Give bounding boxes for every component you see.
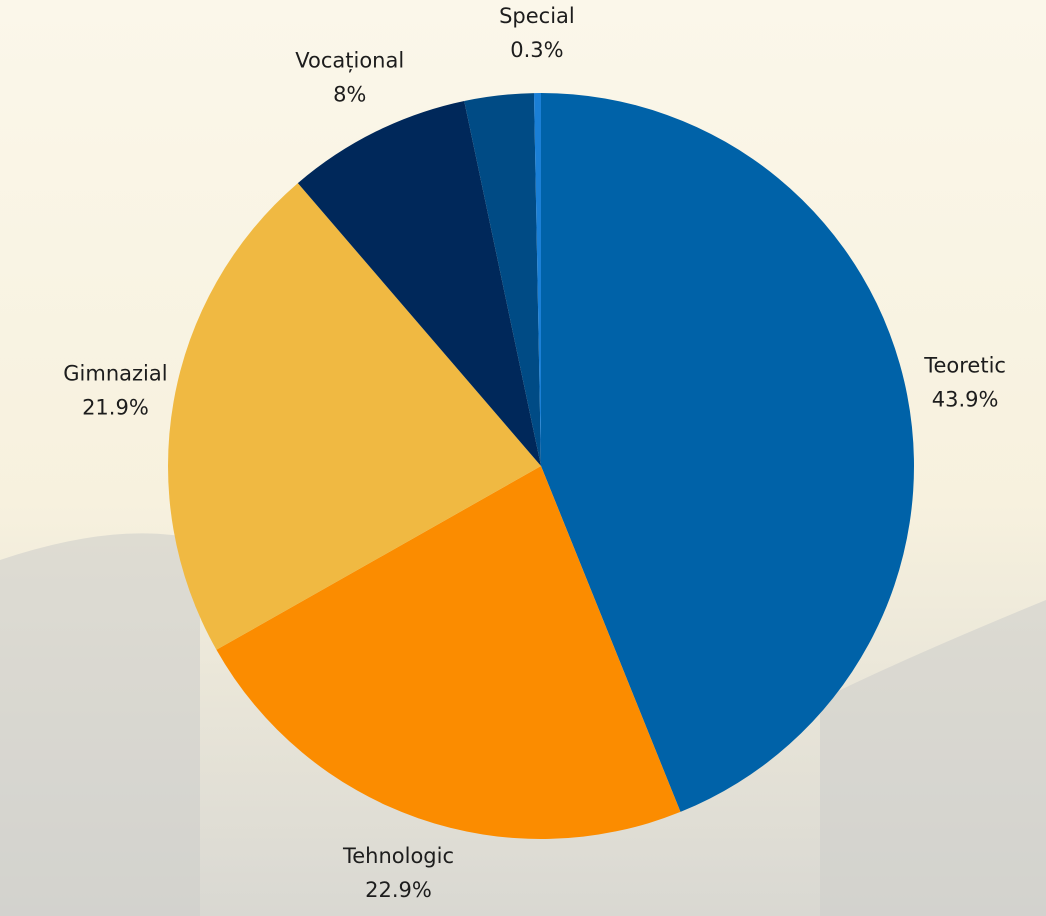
slice-value-label: 43.9% bbox=[932, 388, 999, 412]
pie-slice bbox=[541, 93, 915, 812]
pie-slice bbox=[297, 100, 541, 467]
slice-label: Tehnologic bbox=[342, 844, 454, 868]
pie-slice bbox=[216, 466, 681, 839]
slice-value-label: 8% bbox=[333, 83, 366, 107]
pie-slice bbox=[533, 93, 541, 466]
slice-label: Special bbox=[499, 4, 575, 28]
pie-slice bbox=[168, 183, 541, 650]
slice-value-label: 21.9% bbox=[82, 396, 149, 420]
slice-value-label: 22.9% bbox=[365, 878, 432, 902]
slice-value-label: 0.3% bbox=[510, 38, 563, 62]
pie-slice bbox=[464, 93, 541, 467]
background-buildings bbox=[0, 533, 1046, 916]
pie: Teoretic 43.9% Tehnologic 22.9% Gimnazial 21.… bbox=[63, 4, 1006, 902]
slice-label: Vocațional bbox=[295, 49, 404, 73]
slice-label: Teoretic bbox=[923, 354, 1006, 378]
slice-label: Gimnazial bbox=[63, 362, 167, 386]
